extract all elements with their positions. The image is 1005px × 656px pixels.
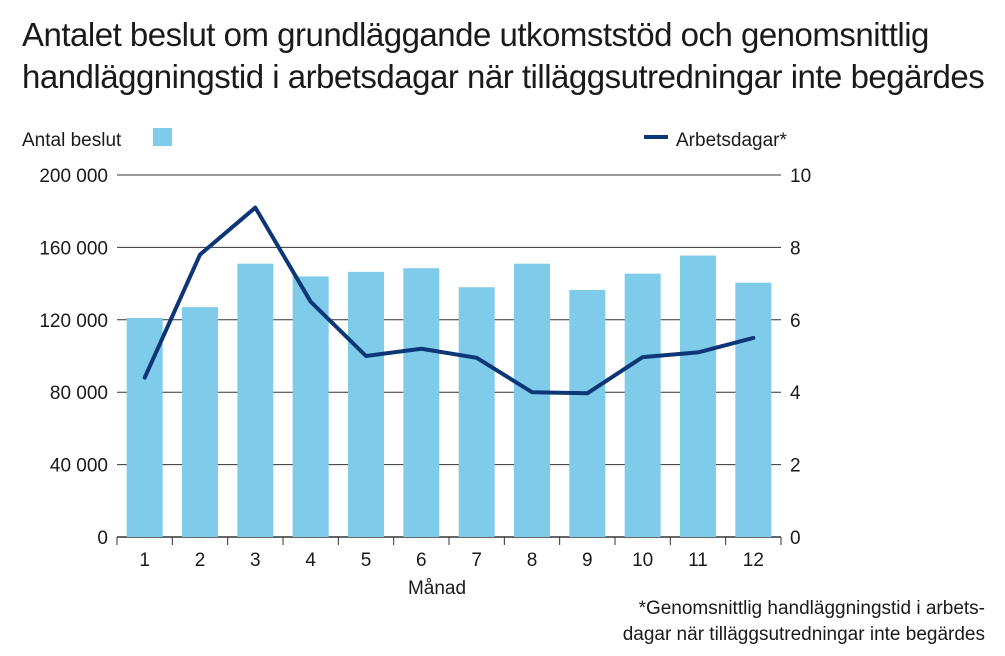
right-axis-ticks: 0 2 4 6 8 10	[790, 166, 811, 549]
bar	[292, 276, 329, 537]
legend-bars-label: Antal beslut	[22, 130, 122, 151]
x-tick-label: 1	[139, 550, 150, 571]
bar	[680, 255, 716, 538]
line-point	[752, 337, 754, 339]
bar	[182, 307, 218, 537]
left-tick-label: 40 000	[50, 456, 108, 477]
bar-series	[126, 255, 772, 538]
legend-line-label: Arbetsdagar*	[676, 130, 788, 151]
x-tick-label: 5	[361, 550, 372, 571]
line-point	[697, 351, 699, 353]
right-tick-label: 8	[790, 238, 801, 259]
left-tick-label: 80 000	[50, 383, 108, 404]
line-point	[199, 254, 201, 256]
chart-title: Antalet beslut om grundläggande utkomsts…	[22, 14, 992, 98]
bar	[348, 271, 384, 537]
line-point	[476, 357, 478, 359]
line-point	[144, 377, 146, 379]
bar	[458, 287, 495, 537]
bar	[403, 268, 440, 537]
footnote-line-2: dagar när tilläggsutredningar inte begär…	[622, 624, 985, 645]
series-line	[142, 205, 756, 396]
right-tick-label: 2	[790, 456, 801, 477]
x-axis-ticks: 1 2 3 4 5 6 7 8 9 10 11 12	[116, 537, 782, 571]
line-point	[420, 348, 422, 350]
left-tick-label: 0	[97, 528, 108, 549]
footnote-line-1: *Genomsnittlig handläggningstid i arbets…	[638, 598, 985, 619]
x-tick-label: 7	[471, 550, 482, 571]
chart-title-line-1: Antalet beslut om grundläggande utkomsts…	[22, 16, 929, 53]
chart-svg: 0 40 000 80 000 120 000 160 000 200 000 0 2 4 6 8…	[22, 128, 811, 599]
bar	[514, 263, 550, 537]
line-point	[365, 355, 367, 357]
x-axis-label: Månad	[408, 578, 466, 599]
left-tick-label: 160 000	[39, 238, 108, 259]
x-tick-label: 9	[582, 550, 593, 571]
x-tick-label: 2	[195, 550, 206, 571]
left-axis-ticks: 0 40 000 80 000 120 000 160 000 200 000	[39, 166, 108, 549]
x-tick-label: 6	[416, 550, 427, 571]
x-tick-label: 4	[305, 550, 316, 571]
bar	[624, 273, 661, 537]
x-tick-label: 10	[632, 550, 653, 571]
line-point	[586, 392, 588, 394]
x-tick-label: 12	[743, 550, 764, 571]
left-tick-label: 120 000	[39, 311, 108, 332]
right-tick-label: 6	[790, 311, 801, 332]
x-tick-label: 11	[688, 550, 708, 571]
line-series	[142, 205, 756, 396]
line-point	[254, 207, 256, 209]
bar	[237, 263, 274, 537]
bar	[735, 282, 772, 537]
chart-title-line-2: handläggningstid i arbetsdagar när tillä…	[22, 58, 985, 95]
bar	[569, 289, 606, 537]
footnote: *Genomsnittlig handläggningstid i arbets…	[623, 596, 985, 648]
right-tick-label: 4	[790, 383, 801, 404]
right-tick-label: 10	[790, 166, 811, 187]
legend-bars-swatch	[153, 128, 172, 146]
line-point	[310, 301, 312, 303]
x-tick-label: 8	[527, 550, 538, 571]
left-tick-label: 200 000	[39, 166, 108, 187]
x-tick-label: 3	[250, 550, 261, 571]
right-tick-label: 0	[790, 528, 801, 549]
line-point	[531, 391, 533, 393]
line-point	[642, 356, 644, 358]
